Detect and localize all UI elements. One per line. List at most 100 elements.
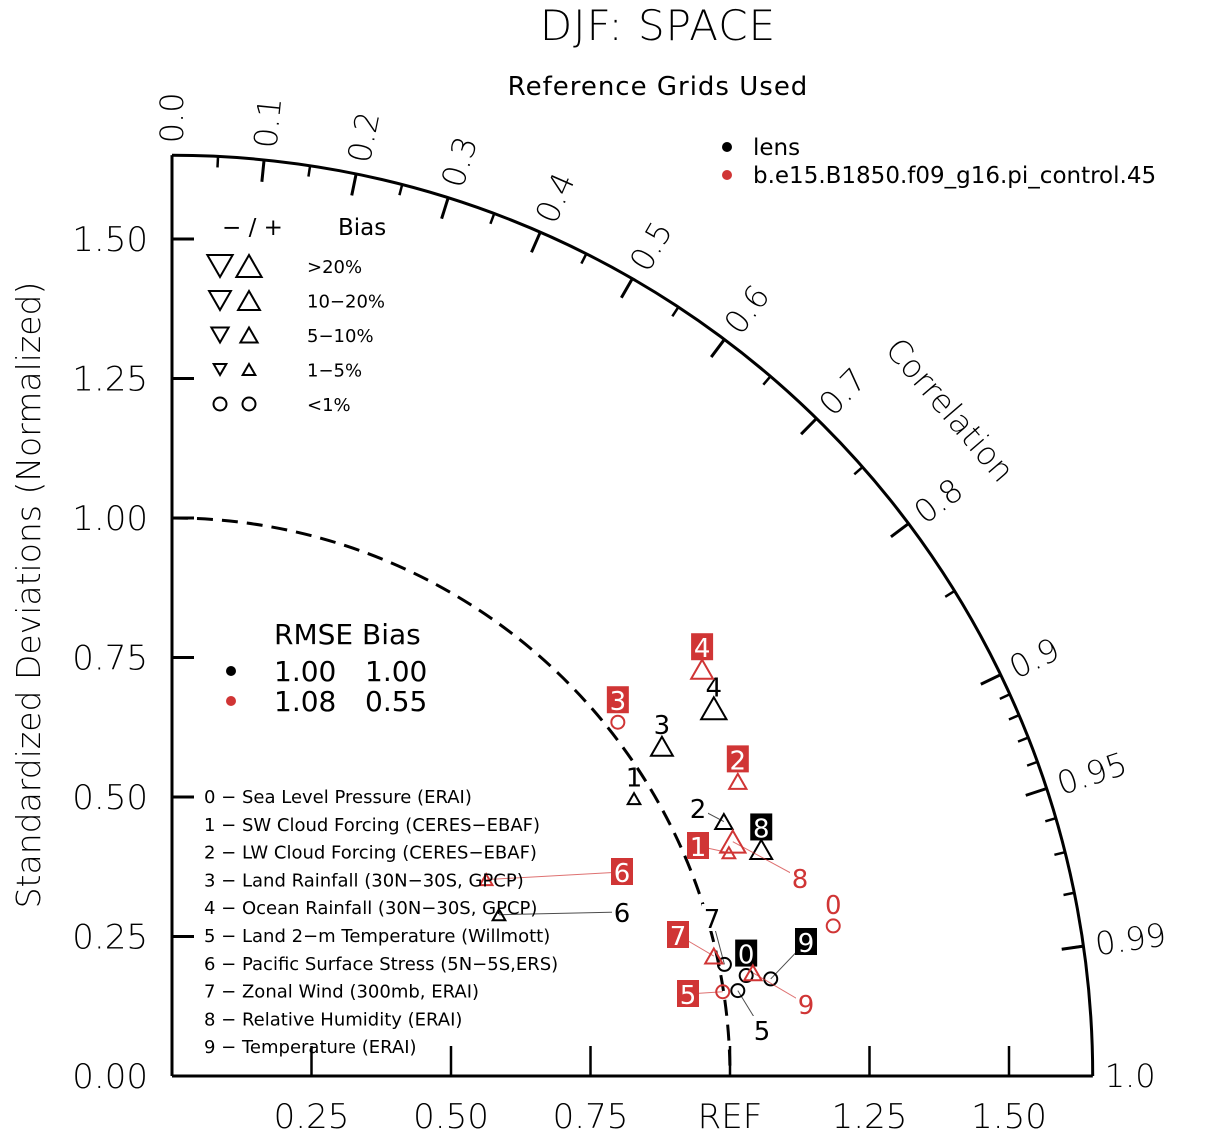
correlation-minor-tick: [1063, 891, 1075, 897]
data-point-control-9: 9: [742, 963, 816, 1021]
data-point-lens-8: 8: [748, 813, 774, 860]
triangle-up-marker: [727, 771, 749, 790]
triangle-up-marker: [625, 791, 643, 806]
triangle-down-icon: [209, 326, 231, 345]
correlation-tick-label: 0.3: [434, 132, 486, 192]
rmse-value-control: 1.08: [274, 685, 336, 718]
y-tick-label: 0.25: [72, 918, 148, 958]
point-label-backdrop: [612, 898, 632, 925]
data-point-lens-2: 2: [688, 794, 735, 831]
triangle-up-icon: [236, 288, 262, 311]
correlation-minor-tick: [853, 466, 864, 476]
point-label-backdrop: [702, 904, 722, 931]
y-tick-label: 1.00: [72, 499, 148, 539]
data-point-control-3: 3: [606, 686, 629, 730]
variable-list-item: 1 − SW Cloud Forcing (CERES−EBAF): [204, 815, 540, 836]
triangle-up-marker: [718, 828, 748, 854]
correlation-tick-label: 0.1: [246, 95, 289, 149]
point-label: 9: [798, 991, 815, 1021]
circle-marker: [738, 968, 754, 984]
bias-legend-header: Bias: [338, 215, 386, 241]
point-label-box: [750, 813, 773, 841]
bias-legend-sign: − / +: [222, 215, 283, 241]
variable-list: 0 − Sea Level Pressure (ERAI) 1 − SW Clou…: [204, 787, 558, 1058]
correlation-tick: [530, 231, 542, 253]
point-label: 1: [626, 764, 643, 794]
correlation-minor-tick: [1008, 714, 1020, 721]
x-tick-label: 1.25: [832, 1097, 908, 1135]
point-label-box: [735, 939, 758, 967]
bias-legend-row: >20%: [205, 252, 362, 280]
triangle-down-icon: [207, 290, 233, 313]
data-point-control-2: 2: [726, 745, 749, 790]
point-label: 5: [754, 1017, 771, 1047]
bias-category-label: <1%: [307, 395, 351, 416]
correlation-minor-tick: [1017, 736, 1029, 743]
legend-dot-control: [722, 170, 732, 180]
point-label: 4: [694, 634, 711, 664]
point-label-box: [691, 633, 714, 661]
bias-legend: − / + Bias >20% 10−20% 5−10% 1−5% <1%: [205, 215, 386, 416]
correlation-minor-tick: [944, 589, 956, 598]
point-label: 0: [825, 891, 842, 921]
circle-icon: [241, 396, 257, 412]
variable-list-item: 8 − Relative Humidity (ERAI): [204, 1009, 462, 1030]
correlation-tick-label: 1.0: [1105, 1057, 1156, 1095]
chart-subtitle: Reference Grids Used: [508, 72, 809, 102]
variable-list-item: 3 − Land Rainfall (30N−30S, GPCP): [204, 870, 524, 891]
rmse-value-lens: 1.00: [274, 655, 336, 688]
correlation-tick: [710, 338, 726, 358]
correlation-tick-label: 0.7: [811, 360, 874, 423]
x-tick-label: REF: [698, 1097, 763, 1135]
triangle-up-marker: [713, 812, 735, 831]
correlation-minor-tick: [671, 306, 680, 317]
variable-list-item: 7 − Zonal Wind (300mb, ERAI): [204, 982, 479, 1003]
point-label-backdrop: [752, 1016, 772, 1043]
correlation-tick: [350, 173, 358, 196]
correlation-minor-tick: [307, 165, 312, 177]
triangle-up-icon: [238, 325, 260, 344]
correlation-tick-label: 0.5: [622, 215, 680, 278]
rmse-legend-dot-control: [226, 696, 236, 706]
data-point-control-8: 8: [718, 828, 810, 895]
correlation-tick-label: 0.2: [340, 108, 387, 165]
point-label-backdrop: [790, 864, 810, 891]
variable-list-item: 6 − Pacific Surface Stress (5N−5S,ERS): [204, 954, 558, 975]
triangle-up-marker: [649, 734, 675, 757]
data-point-lens-5: 5: [730, 983, 772, 1047]
data-point-lens-9: 9: [763, 928, 817, 987]
y-tick-label: 1.25: [72, 360, 148, 400]
point-label: 7: [670, 922, 687, 952]
correlation-minor-tick: [1026, 760, 1038, 767]
variable-list-item: 0 − Sea Level Pressure (ERAI): [204, 787, 472, 808]
point-label-backdrop: [796, 990, 816, 1017]
correlation-minor-tick: [580, 253, 588, 265]
correlation-minor-tick: [762, 375, 772, 386]
point-label: 2: [730, 746, 747, 776]
point-label-box: [667, 921, 689, 948]
circle-marker: [730, 983, 746, 999]
point-label: 1: [690, 833, 707, 863]
data-point-lens-0: 0: [735, 939, 758, 984]
circle-icon: [212, 396, 228, 412]
data-point-control-5: 5: [677, 980, 731, 1011]
correlation-minor-tick: [999, 693, 1011, 700]
correlation-tick: [800, 417, 818, 436]
label-leader-line: [732, 841, 801, 879]
bias-legend-row: <1%: [212, 395, 351, 416]
correlation-tick: [440, 197, 450, 220]
triangle-down-icon: [205, 254, 235, 280]
point-label: 0: [738, 941, 755, 971]
rmse-legend: RMSE Bias 1.00 1.00 1.08 0.55: [226, 618, 427, 718]
y-tick-label: 1.50: [72, 220, 148, 260]
point-label-box: [677, 980, 699, 1007]
variable-list-item: 4 − Ocean Rainfall (30N−30S, GPCP): [204, 898, 537, 919]
point-label-backdrop: [688, 794, 708, 821]
bias-category-label: 5−10%: [307, 326, 374, 347]
correlation-minor-tick: [1044, 817, 1057, 823]
bias-category-label: 10−20%: [307, 292, 385, 313]
point-label: 7: [704, 905, 721, 935]
triangle-up-marker: [742, 963, 764, 982]
y-tick-label: 0.00: [72, 1057, 148, 1097]
